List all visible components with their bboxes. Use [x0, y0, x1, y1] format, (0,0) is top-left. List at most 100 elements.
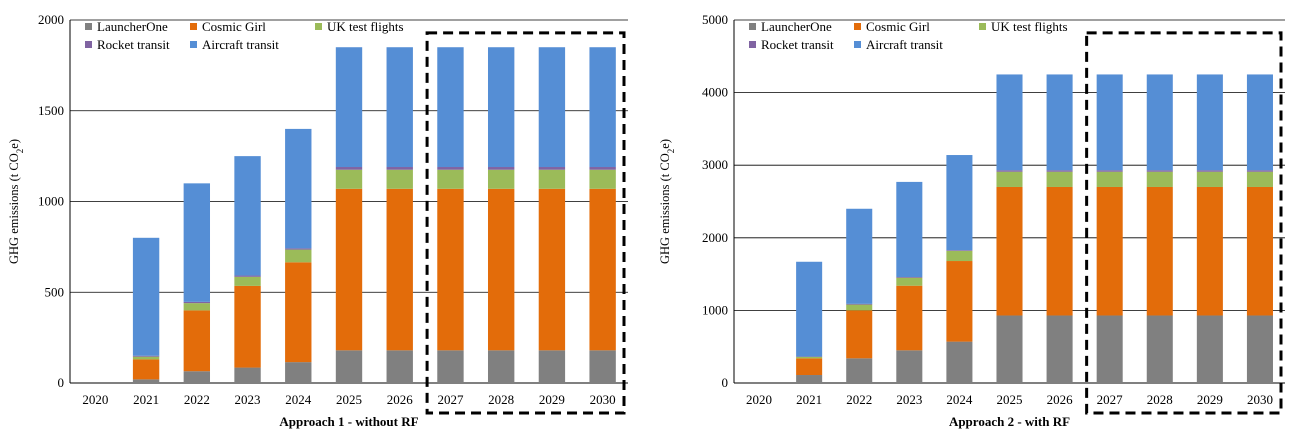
x-tick-label: 2027 — [1097, 392, 1124, 407]
y-tick-label: 1000 — [38, 194, 64, 209]
bar-segment — [183, 310, 211, 372]
bar-segment — [589, 188, 616, 351]
bar-segment — [487, 47, 515, 168]
bar-segment — [538, 167, 566, 170]
bar-segment — [946, 155, 973, 251]
y-tick-label: 0 — [58, 375, 65, 390]
chart-approach-2: 0 1000 2000 3000 4000 5000 2020 2021 2022 2023 202… — [658, 12, 1285, 429]
bar-segment — [183, 301, 211, 304]
bar-segment — [285, 262, 312, 363]
x-tick-label: 2029 — [1197, 392, 1223, 407]
x-tick-label: 2021 — [133, 392, 159, 407]
bar-segment — [538, 169, 566, 189]
bar-segment — [846, 310, 873, 359]
bar-segment — [1046, 186, 1073, 316]
bar-segment — [946, 341, 973, 383]
bar-segment — [285, 362, 312, 383]
legend-label: Rocket transit — [97, 37, 170, 52]
y-axis-label: GHG emissions (t CO2e) — [658, 139, 676, 264]
bar-segment — [1046, 74, 1073, 171]
legend-label: Aircraft transit — [866, 37, 943, 52]
bar-segment — [896, 285, 923, 351]
bar-segment — [386, 167, 413, 170]
bar-segment — [896, 277, 923, 278]
bar-segment — [234, 367, 261, 383]
bar-segment — [335, 47, 363, 168]
legend-label: LauncherOne — [761, 19, 832, 34]
bar-segment — [946, 250, 973, 262]
x-tick-label: 2029 — [539, 392, 565, 407]
bar-segment — [1196, 74, 1223, 171]
bar-segment — [1196, 315, 1223, 383]
x-tick-label: 2028 — [488, 392, 514, 407]
bar-segment — [183, 371, 211, 383]
legend-label: Cosmic Girl — [202, 19, 266, 34]
bar-segment — [589, 167, 616, 170]
x-tick-label: 2020 — [82, 392, 108, 407]
bar-segment — [946, 261, 973, 342]
legend-label: Rocket transit — [761, 37, 834, 52]
bar-segment — [589, 47, 616, 168]
bar-segment — [132, 355, 160, 357]
legend-swatch — [854, 23, 861, 30]
bar-segment — [589, 169, 616, 189]
y-tick-label: 0 — [722, 375, 729, 390]
bar-segment — [1246, 170, 1273, 172]
x-tick-label: 2024 — [285, 392, 312, 407]
bar-segment — [896, 181, 923, 278]
x-tick-label: 2030 — [1247, 392, 1273, 407]
bar-segment — [1046, 315, 1073, 383]
legend-label: Aircraft transit — [202, 37, 279, 52]
highlight-box — [1085, 31, 1283, 415]
bar-segment — [589, 350, 616, 383]
legend-label: Cosmic Girl — [866, 19, 930, 34]
x-tick-label: 2026 — [1047, 392, 1074, 407]
x-tick-label: 2025 — [336, 392, 362, 407]
legend-swatch — [854, 41, 861, 48]
bar-segment — [1046, 170, 1073, 172]
x-tick-label: 2023 — [235, 392, 261, 407]
y-tick-label: 500 — [45, 284, 65, 299]
x-tick-label: 2030 — [590, 392, 616, 407]
x-tick-label: 2024 — [946, 392, 973, 407]
bar-segment — [437, 47, 464, 168]
bar-segment — [132, 359, 160, 380]
bar-segment — [1146, 170, 1173, 172]
bar-segment — [1246, 186, 1273, 316]
bar-segment — [996, 315, 1023, 383]
bar-segment — [335, 169, 363, 189]
x-tick-label: 2022 — [846, 392, 872, 407]
bar-segment — [437, 350, 464, 383]
x-tick-label: 2021 — [796, 392, 822, 407]
legend-swatch — [190, 23, 197, 30]
bar-segment — [386, 188, 413, 351]
bar-segment — [846, 303, 873, 305]
bar-segment — [386, 350, 413, 383]
legend-label: UK test flights — [991, 19, 1068, 34]
bar-segment — [996, 74, 1023, 171]
bar-segment — [796, 356, 823, 359]
legend-label: LauncherOne — [97, 19, 168, 34]
bar-segment — [846, 208, 873, 304]
bar-segment — [335, 167, 363, 170]
bar-segment — [1196, 186, 1223, 316]
bar-segment — [132, 356, 160, 360]
bar-segment — [1096, 171, 1123, 187]
x-tick-label: 2028 — [1147, 392, 1173, 407]
x-tick-label: 2022 — [184, 392, 210, 407]
bar-segment — [183, 303, 211, 311]
bar-segment — [1196, 170, 1223, 172]
y-axis-label: GHG emissions (t CO2e) — [7, 139, 25, 264]
x-tick-label: 2026 — [387, 392, 414, 407]
chart-caption: Approach 1 - without RF — [279, 414, 418, 429]
bar-segment — [1146, 74, 1173, 171]
bar-segment — [1046, 171, 1073, 187]
y-tick-label: 4000 — [702, 85, 728, 100]
bar-segment — [437, 167, 464, 170]
y-tick-label: 1500 — [38, 103, 64, 118]
legend-swatch — [749, 23, 756, 30]
bar-segment — [1096, 315, 1123, 383]
bar-segment — [996, 171, 1023, 187]
bar-segment — [896, 277, 923, 286]
